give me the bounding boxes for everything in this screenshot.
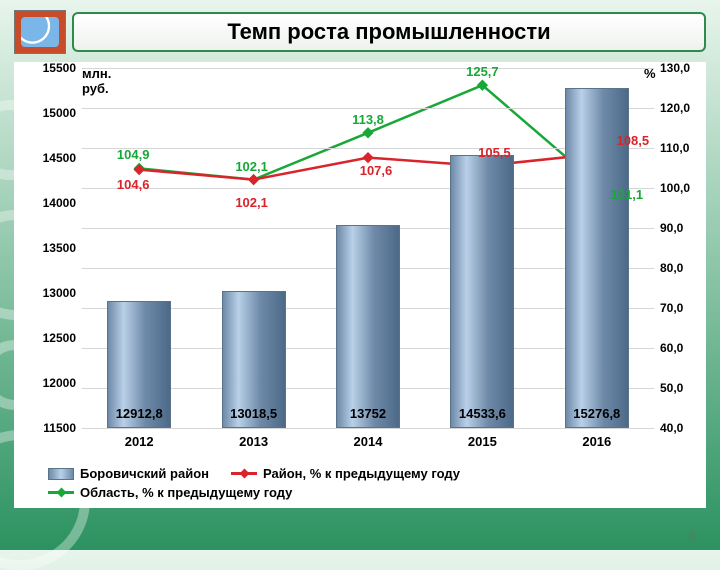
series-point-label: 104,6 bbox=[117, 177, 150, 192]
header: Темп роста промышленности bbox=[14, 10, 706, 54]
bar-value-label: 13018,5 bbox=[223, 406, 285, 421]
bar-2015: 14533,6 bbox=[450, 155, 514, 428]
y-right-tick: 110,0 bbox=[660, 141, 689, 155]
chart-plot-area: млн. руб. % 40,050,060,070,080,090,0100,… bbox=[82, 68, 654, 428]
title-bar: Темп роста промышленности bbox=[72, 12, 706, 52]
y-left-tick: 13500 bbox=[43, 241, 76, 255]
y-left-tick: 13000 bbox=[43, 286, 76, 300]
bar-2012: 12912,8 bbox=[107, 301, 171, 428]
y-right-tick: 60,0 bbox=[660, 341, 683, 355]
series-point-label: 102,1 bbox=[235, 159, 268, 174]
chart-legend: Боровичский район Район, % к предыдущему… bbox=[48, 462, 672, 500]
grid-line bbox=[82, 428, 654, 429]
category-label: 2015 bbox=[468, 434, 497, 449]
page-number: 5 bbox=[688, 528, 696, 544]
series-marker bbox=[362, 127, 373, 138]
crest-icon bbox=[14, 10, 66, 54]
y-left-tick: 15000 bbox=[43, 106, 76, 120]
series-point-label: 102,1 bbox=[235, 195, 268, 210]
y-left-tick: 14000 bbox=[43, 196, 76, 210]
y-left-tick: 12500 bbox=[43, 331, 76, 345]
legend-item-green: Область, % к предыдущему году bbox=[48, 485, 650, 500]
y-right-tick: 40,0 bbox=[660, 421, 683, 435]
series-point-label: 107,6 bbox=[360, 163, 393, 178]
y-left-tick: 15500 bbox=[43, 61, 76, 75]
bar-value-label: 15276,8 bbox=[566, 406, 628, 421]
legend-item-bar: Боровичский район bbox=[48, 466, 209, 481]
y-right-tick: 100,0 bbox=[660, 181, 690, 195]
y-right-tick: 80,0 bbox=[660, 261, 683, 275]
y-right-tick: 120,0 bbox=[660, 101, 690, 115]
series-point-label: 108,5 bbox=[617, 133, 650, 148]
series-point-label: 105,5 bbox=[478, 145, 511, 160]
bar-value-label: 14533,6 bbox=[451, 406, 513, 421]
series-marker bbox=[248, 174, 259, 185]
category-label: 2014 bbox=[354, 434, 383, 449]
legend-item-red: Район, % к предыдущему году bbox=[231, 466, 460, 481]
legend-swatch-bar bbox=[48, 468, 74, 480]
series-point-label: 104,9 bbox=[117, 147, 150, 162]
y-right-tick: 70,0 bbox=[660, 301, 683, 315]
legend-label: Район, % к предыдущему году bbox=[263, 466, 460, 481]
category-label: 2012 bbox=[125, 434, 154, 449]
legend-label: Область, % к предыдущему году bbox=[80, 485, 292, 500]
bar-value-label: 12912,8 bbox=[108, 406, 170, 421]
series-marker bbox=[134, 164, 145, 175]
y-left-tick: 11500 bbox=[43, 421, 76, 435]
series-marker bbox=[362, 152, 373, 163]
series-point-label: 101,1 bbox=[611, 187, 644, 202]
bar-2014: 13752 bbox=[336, 225, 400, 428]
category-label: 2016 bbox=[582, 434, 611, 449]
series-point-label: 113,8 bbox=[352, 112, 384, 127]
y-right-tick: 90,0 bbox=[660, 221, 683, 235]
bar-2013: 13018,5 bbox=[222, 291, 286, 428]
legend-label: Боровичский район bbox=[80, 466, 209, 481]
legend-swatch-line-green bbox=[48, 491, 74, 494]
y-left-tick: 12000 bbox=[43, 376, 76, 390]
y-right-tick: 130,0 bbox=[660, 61, 690, 75]
industrial-growth-chart: млн. руб. % 40,050,060,070,080,090,0100,… bbox=[14, 62, 706, 508]
bar-value-label: 13752 bbox=[337, 406, 399, 421]
grid-line bbox=[82, 68, 654, 69]
y-left-tick: 14500 bbox=[43, 151, 76, 165]
category-label: 2013 bbox=[239, 434, 268, 449]
legend-swatch-line-red bbox=[231, 472, 257, 475]
y-right-tick: 50,0 bbox=[660, 381, 683, 395]
page-title: Темп роста промышленности bbox=[227, 19, 550, 45]
series-point-label: 125,7 bbox=[466, 64, 499, 79]
